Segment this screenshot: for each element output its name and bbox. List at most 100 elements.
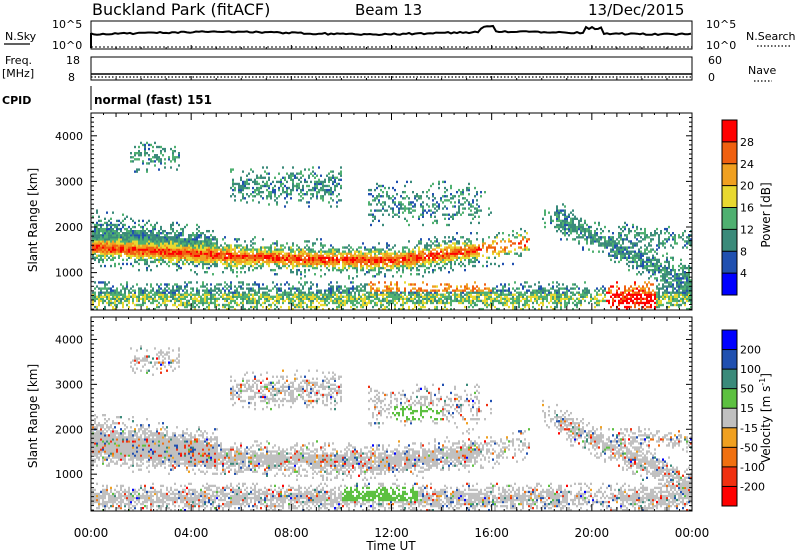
rti-cell	[154, 254, 156, 257]
rti-cell	[436, 260, 438, 264]
rti-cell	[402, 307, 404, 311]
rti-cell	[406, 297, 408, 301]
rti-cell	[102, 227, 104, 231]
rti-cell	[328, 248, 330, 251]
rti-cell	[478, 244, 480, 247]
rti-cell	[142, 234, 144, 237]
rti-cell	[182, 234, 184, 237]
rti-cell	[216, 240, 218, 243]
rti-cell	[242, 301, 244, 305]
rti-cell	[268, 264, 270, 268]
rti-cell	[290, 293, 292, 296]
rti-cell	[242, 305, 244, 309]
rti-cell	[266, 293, 268, 296]
rti-cell	[160, 256, 162, 259]
rti-cell	[132, 254, 134, 257]
rti-cell	[264, 287, 266, 290]
rti-cell	[420, 254, 422, 257]
rti-cell	[102, 242, 104, 245]
rti-cell	[230, 285, 232, 288]
rti-cell	[196, 281, 198, 284]
rti-cell	[470, 291, 472, 294]
rti-cell	[270, 248, 272, 251]
rti-cell	[328, 193, 330, 196]
rti-cell	[338, 266, 340, 270]
rti-cell	[528, 295, 530, 298]
rti-cell	[128, 236, 130, 239]
rti-cell	[508, 299, 510, 303]
rti-cell	[346, 258, 348, 262]
rti-cell	[244, 271, 246, 274]
rti-cell	[342, 252, 344, 255]
rti-cell	[356, 250, 358, 253]
rti-cell	[360, 260, 362, 264]
rti-cell	[298, 262, 300, 266]
rti-cell	[400, 297, 402, 301]
rti-cell	[450, 201, 452, 204]
rti-cell	[256, 266, 258, 270]
rti-cell	[434, 252, 436, 255]
rti-cell	[162, 260, 164, 264]
rti-cell	[444, 266, 446, 270]
rti-cell	[420, 242, 422, 245]
rti-cell	[412, 258, 414, 262]
rti-cell	[262, 305, 264, 309]
rti-cell	[244, 186, 246, 190]
rti-cell	[204, 244, 206, 247]
rti-cell	[432, 205, 434, 208]
rti-cell	[458, 289, 460, 292]
rti-cell	[148, 256, 150, 259]
rti-cell	[100, 293, 102, 296]
rti-cell	[288, 299, 290, 303]
rti-cell	[202, 244, 204, 247]
rti-cell	[330, 205, 332, 208]
rti-cell	[416, 295, 418, 298]
rti-cell	[436, 244, 438, 247]
rti-cell	[130, 291, 132, 294]
rti-cell	[238, 295, 240, 298]
rti-cell	[226, 258, 228, 262]
rti-cell	[338, 303, 340, 307]
rti-cell	[160, 240, 162, 243]
rti-cell	[94, 291, 96, 294]
rti-cell	[158, 301, 160, 305]
rti-cell	[428, 244, 430, 247]
rti-cell	[422, 252, 424, 255]
rti-cell	[208, 305, 210, 309]
rti-cell	[242, 184, 244, 188]
rti-cell	[284, 184, 286, 188]
rti-cell	[94, 293, 96, 296]
rti-cell	[94, 256, 96, 259]
rti-cell	[262, 291, 264, 294]
rti-cell	[418, 258, 420, 262]
rti-cell	[304, 252, 306, 255]
rti-cell	[94, 232, 96, 235]
rti-cell	[324, 178, 326, 182]
rti-cell	[464, 264, 466, 268]
rti-cell	[300, 170, 302, 173]
rti-cell	[366, 262, 368, 266]
rti-cell	[210, 234, 212, 237]
rti-cell	[514, 289, 516, 292]
rti-cell	[254, 301, 256, 305]
rti-cell	[444, 246, 446, 249]
rti-cell	[108, 287, 110, 290]
rti-cell	[444, 205, 446, 208]
rti-cell	[300, 289, 302, 292]
rti-cell	[204, 258, 206, 262]
rti-cell	[304, 283, 306, 286]
rti-cell	[278, 266, 280, 270]
rti-cell	[278, 260, 280, 264]
rti-cell	[414, 254, 416, 257]
rti-cell	[280, 180, 282, 184]
rti-cell	[110, 291, 112, 294]
rti-cell	[238, 291, 240, 294]
rti-cell	[394, 299, 396, 303]
rti-cell	[422, 260, 424, 264]
rti-cell	[396, 264, 398, 268]
rti-cell	[210, 256, 212, 259]
rti-cell	[420, 264, 422, 268]
rti-cell	[164, 301, 166, 305]
rti-cell	[298, 303, 300, 307]
rti-cell	[402, 295, 404, 298]
